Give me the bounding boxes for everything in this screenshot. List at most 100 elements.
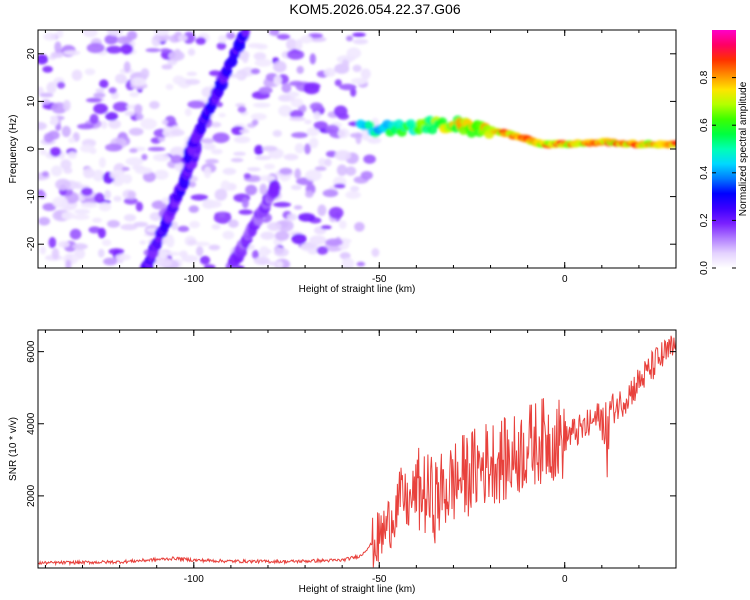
noise-blob	[339, 252, 351, 260]
noise-blob	[38, 86, 44, 96]
noise-blob	[92, 217, 102, 223]
noise-blob	[129, 148, 138, 153]
noise-blob	[115, 73, 127, 84]
noise-blob	[108, 87, 117, 94]
noise-blob	[252, 249, 259, 260]
noise-blob	[230, 158, 244, 163]
noise-blob	[313, 111, 321, 121]
noise-blob	[350, 185, 360, 192]
noise-blob	[99, 79, 109, 89]
noise-blob	[202, 143, 216, 150]
noise-blob	[123, 61, 131, 73]
noise-blob	[170, 129, 185, 137]
noise-blob	[170, 221, 179, 231]
x-tick-label: -50	[372, 574, 387, 585]
noise-blob	[104, 34, 119, 45]
colorbar-tick-label: 0.2	[699, 213, 710, 227]
noise-blob	[160, 48, 171, 53]
noise-blob	[334, 79, 342, 87]
y-tick-label: -10	[26, 189, 37, 204]
noise-blob	[154, 257, 172, 268]
noise-blob	[225, 32, 236, 40]
noise-blob	[134, 167, 153, 175]
noise-blob	[250, 113, 267, 121]
noise-blob	[170, 146, 186, 158]
noise-blob	[130, 77, 147, 87]
noise-blob	[121, 166, 130, 171]
noise-blob	[252, 102, 271, 108]
x-tick-label: 0	[562, 274, 568, 285]
snr-frame	[37, 329, 677, 569]
noise-blob	[200, 138, 215, 144]
noise-blob	[199, 255, 211, 265]
noise-blob	[346, 47, 362, 59]
noise-blob	[128, 127, 144, 136]
noise-blob	[211, 224, 221, 230]
noise-blob	[39, 92, 54, 98]
noise-blob	[140, 68, 150, 79]
noise-blob	[39, 148, 47, 156]
noise-blob	[334, 150, 352, 161]
noise-blob	[50, 51, 64, 58]
x-tick-label: -100	[184, 574, 204, 585]
y-tick-label: 2000	[26, 484, 37, 507]
noise-blob	[274, 231, 290, 241]
noise-blob	[184, 108, 192, 117]
noise-blob	[205, 158, 219, 164]
noise-blob	[233, 151, 246, 156]
colorbar-ticks: 0.0 0.2 0.4 0.6 0.8	[699, 70, 736, 275]
noise-blob	[123, 214, 137, 222]
noise-blob	[39, 246, 47, 255]
noise-blob	[345, 190, 361, 199]
noise-blob	[356, 79, 365, 85]
noise-blob	[298, 213, 316, 222]
noise-blob	[133, 221, 149, 227]
noise-blob	[47, 130, 60, 140]
noise-blob	[177, 225, 190, 232]
noise-blob	[190, 194, 209, 201]
x-tick-label: 0	[562, 574, 568, 585]
noise-blob	[283, 153, 299, 161]
chart-title: KOM5.2026.054.22.37.G06	[289, 1, 460, 17]
noise-blob	[56, 81, 66, 89]
noise-blob	[268, 30, 277, 36]
noise-blob	[123, 197, 138, 205]
noise-blob	[294, 168, 302, 180]
noise-blob	[42, 65, 53, 73]
noise-blob	[295, 39, 303, 51]
noise-blob	[356, 261, 366, 267]
noise-blob	[89, 113, 99, 125]
noise-blob	[52, 196, 69, 209]
noise-blob	[61, 211, 75, 220]
noise-blob	[88, 226, 101, 234]
noise-blob	[279, 167, 293, 175]
noise-blob	[313, 121, 328, 130]
noise-blob	[71, 69, 83, 81]
noise-blob	[72, 214, 90, 221]
noise-blob	[92, 169, 105, 182]
noise-blob	[81, 187, 93, 196]
noise-blob	[84, 68, 96, 76]
noise-blob	[337, 113, 350, 120]
noise-blob	[141, 153, 148, 161]
noise-blob	[260, 231, 275, 240]
x-tick-label: -100	[184, 274, 204, 285]
noise-blob	[371, 248, 380, 257]
noise-blob	[307, 33, 323, 39]
noise-blob	[121, 174, 133, 184]
noise-blob	[289, 80, 304, 87]
noise-blob	[161, 119, 169, 125]
noise-blob	[309, 53, 316, 65]
noise-blob	[77, 123, 95, 130]
noise-blob	[63, 50, 81, 56]
noise-blob	[320, 225, 332, 230]
noise-blob	[286, 91, 300, 98]
noise-blob	[278, 105, 293, 117]
noise-blob	[300, 242, 319, 252]
noise-blob	[352, 64, 362, 73]
noise-blob	[38, 216, 51, 226]
x-tick-label: -50	[372, 274, 387, 285]
streak-blob	[241, 30, 251, 38]
noise-blob	[58, 241, 70, 248]
noise-blob	[98, 248, 105, 258]
